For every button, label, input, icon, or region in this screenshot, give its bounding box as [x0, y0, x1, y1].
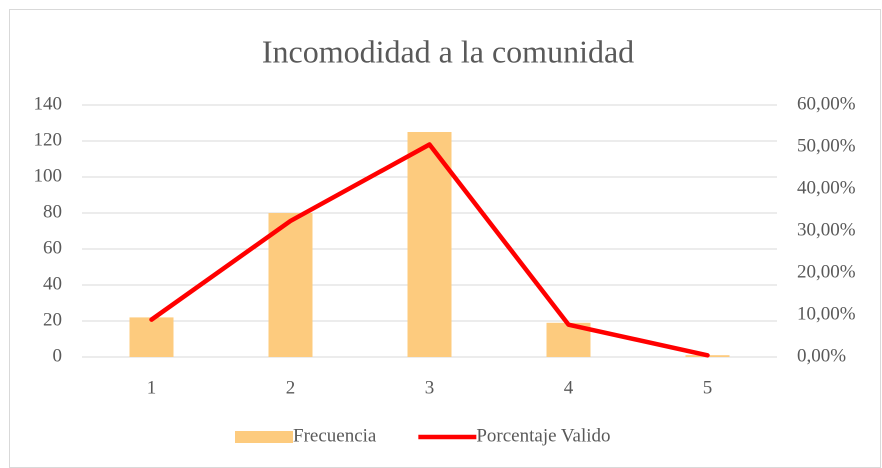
bar: [129, 317, 174, 357]
bar: [407, 132, 452, 357]
y2-tick-label: 60,00%: [797, 93, 856, 114]
chart-title: Incomodidad a la comunidad: [262, 33, 634, 69]
y2-tick-label: 30,00%: [797, 219, 856, 240]
y-tick-label: 140: [34, 93, 63, 114]
y-tick-label: 0: [53, 345, 63, 366]
legend-label: Porcentaje Valido: [476, 425, 610, 446]
bar: [268, 213, 313, 357]
x-tick-label: 2: [286, 377, 296, 398]
y2-tick-label: 10,00%: [797, 303, 856, 324]
y-tick-label: 120: [34, 129, 63, 150]
y2-tick-label: 0,00%: [797, 345, 846, 366]
y-tick-label: 40: [43, 273, 62, 294]
y-tick-label: 100: [34, 165, 63, 186]
x-tick-label: 5: [703, 377, 713, 398]
y2-tick-label: 50,00%: [797, 135, 856, 156]
legend-swatch: [235, 431, 293, 443]
x-tick-label: 3: [425, 377, 435, 398]
x-tick-label: 4: [564, 377, 574, 398]
line: [149, 142, 710, 358]
y2-tick-label: 20,00%: [797, 261, 856, 282]
y-tick-label: 60: [43, 237, 62, 258]
y2-tick-label: 40,00%: [797, 177, 856, 198]
x-tick-label: 1: [147, 377, 157, 398]
y-tick-label: 20: [43, 309, 62, 330]
y-tick-label: 80: [43, 201, 62, 222]
legend-label: Frecuencia: [293, 425, 377, 446]
